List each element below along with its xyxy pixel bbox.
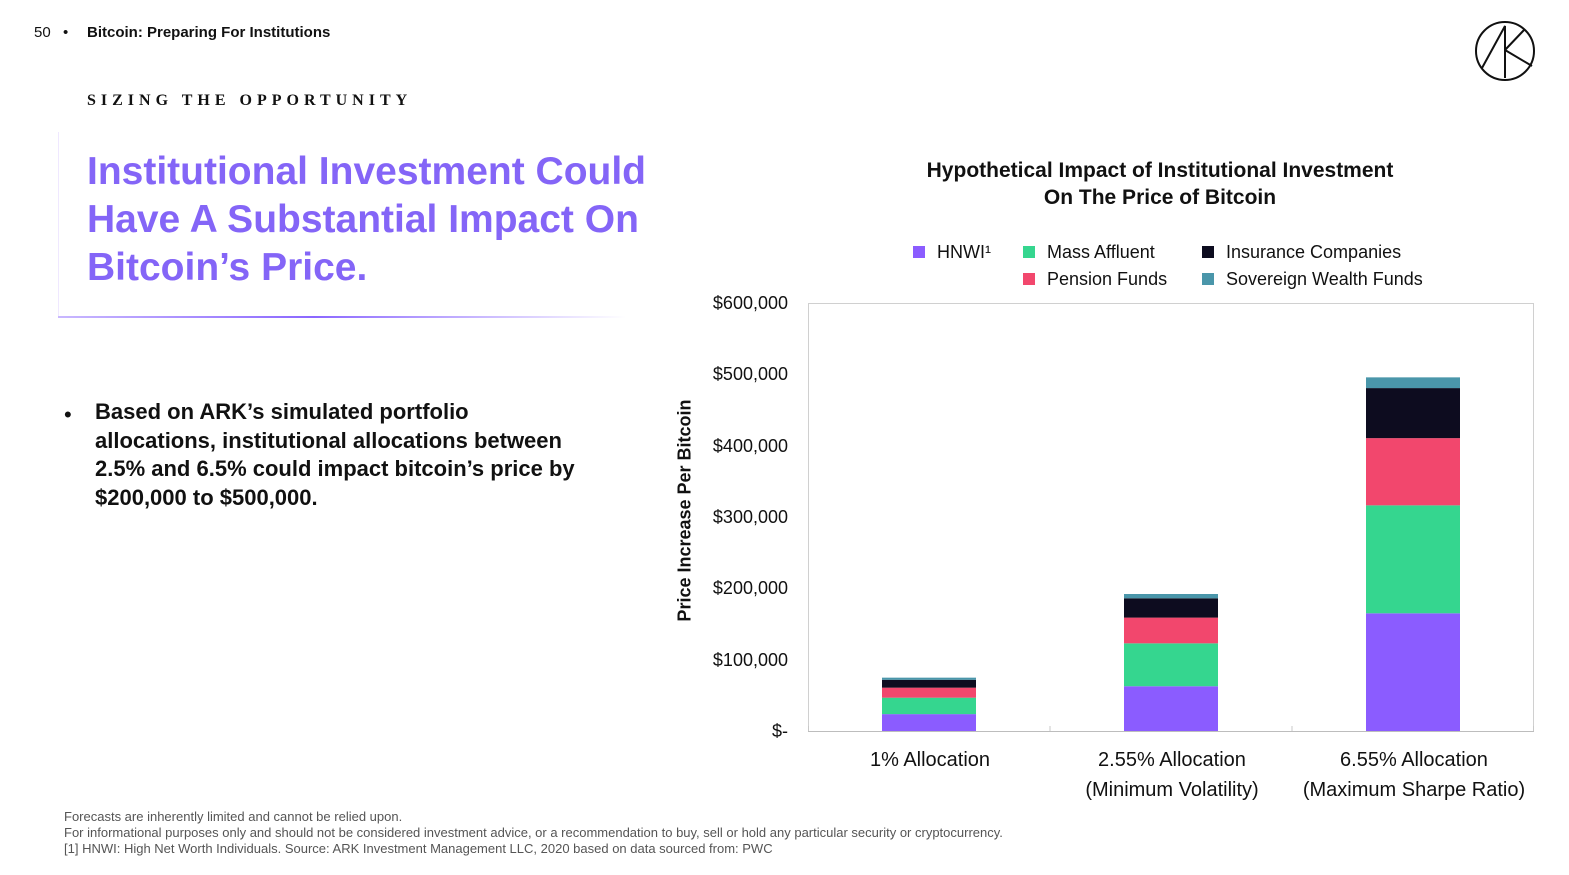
- chart-title-line-2: On The Price of Bitcoin: [1043, 186, 1277, 209]
- headline-left-rule: [58, 132, 59, 318]
- footnote-line: For informational purposes only and shou…: [64, 825, 1003, 840]
- legend-label: HNWI¹: [937, 241, 991, 262]
- x-category-line-2: (Minimum Volatility): [1085, 779, 1259, 801]
- y-tick-label: $200,000: [712, 578, 788, 598]
- y-tick-label: $-: [771, 721, 788, 741]
- bar-segment: [882, 677, 976, 680]
- bar-segment: [1124, 594, 1218, 599]
- y-tick-label: $300,000: [712, 507, 788, 527]
- header-separator: •: [63, 24, 69, 41]
- legend-item-hnwi: HNWI¹: [913, 241, 991, 263]
- x-category-line-1: 2.55% Allocation: [1098, 749, 1246, 771]
- bar-segment: [1366, 505, 1460, 614]
- legend-label: Sovereign Wealth Funds: [1226, 268, 1423, 289]
- bullet-marker: •: [64, 402, 72, 427]
- legend-swatch: [913, 246, 925, 258]
- ark-logo-icon: [1475, 21, 1535, 81]
- bar-segment: [882, 687, 976, 698]
- bar-chart-plot: [808, 303, 1534, 732]
- bar-segment: [1366, 388, 1460, 439]
- y-tick-label: $100,000: [712, 650, 788, 670]
- y-tick-label: $500,000: [712, 364, 788, 384]
- bar-segment: [882, 679, 976, 688]
- bar-segment: [1366, 377, 1460, 389]
- bar-segment: [1124, 598, 1218, 618]
- bullet-text: Based on ARK’s simulated portfolio alloc…: [95, 399, 575, 510]
- legend-swatch: [1202, 246, 1214, 258]
- bar-segment: [1366, 613, 1460, 732]
- footnote-line: [1] HNWI: High Net Worth Individuals. So…: [64, 841, 773, 856]
- legend-item-sovereign-wealth-funds: Sovereign Wealth Funds: [1202, 268, 1423, 290]
- y-tick-label: $600,000: [712, 293, 788, 313]
- headline-underline: [58, 316, 626, 318]
- footnotes: Forecasts are inherently limited and can…: [64, 809, 1003, 857]
- legend-item-insurance-companies: Insurance Companies: [1202, 241, 1401, 263]
- legend-swatch: [1202, 273, 1214, 285]
- headline-panel: Institutional Investment Could Have A Su…: [58, 132, 646, 318]
- y-tick-label: $400,000: [712, 436, 788, 456]
- legend-label: Insurance Companies: [1226, 241, 1402, 262]
- bar-segment: [1124, 643, 1218, 687]
- x-category-label: 2.55% Allocation (Minimum Volatility): [1042, 745, 1302, 805]
- legend-item-mass-affluent: Mass Affluent: [1023, 241, 1155, 263]
- section-eyebrow: SIZING THE OPPORTUNITY: [87, 92, 413, 109]
- legend-label: Pension Funds: [1047, 268, 1168, 289]
- bar-segment: [1124, 617, 1218, 644]
- deck-title: Bitcoin: Preparing For Institutions: [87, 24, 331, 41]
- x-category-label: 1% Allocation: [800, 745, 1060, 775]
- x-category-line-2: (Maximum Sharpe Ratio): [1302, 779, 1526, 801]
- x-category-line-1: 1% Allocation: [869, 749, 991, 771]
- page-number: 50: [34, 24, 51, 41]
- chart-title: Hypothetical Impact of Institutional Inv…: [880, 157, 1440, 211]
- x-category-label: 6.55% Allocation (Maximum Sharpe Ratio): [1284, 745, 1544, 805]
- legend-swatch: [1023, 246, 1035, 258]
- legend-label: Mass Affluent: [1047, 241, 1155, 262]
- bar-segment: [1366, 438, 1460, 506]
- legend-item-pension-funds: Pension Funds: [1023, 268, 1167, 290]
- chart-title-line-1: Hypothetical Impact of Institutional Inv…: [926, 159, 1394, 182]
- page-headline: Institutional Investment Could Have A Su…: [87, 150, 647, 289]
- x-category-line-1: 6.55% Allocation: [1340, 749, 1488, 771]
- bar-segment: [882, 697, 976, 715]
- footnote-line: Forecasts are inherently limited and can…: [64, 809, 403, 824]
- bar-segment: [1124, 686, 1218, 732]
- bar-segment: [882, 714, 976, 732]
- legend-swatch: [1023, 273, 1035, 285]
